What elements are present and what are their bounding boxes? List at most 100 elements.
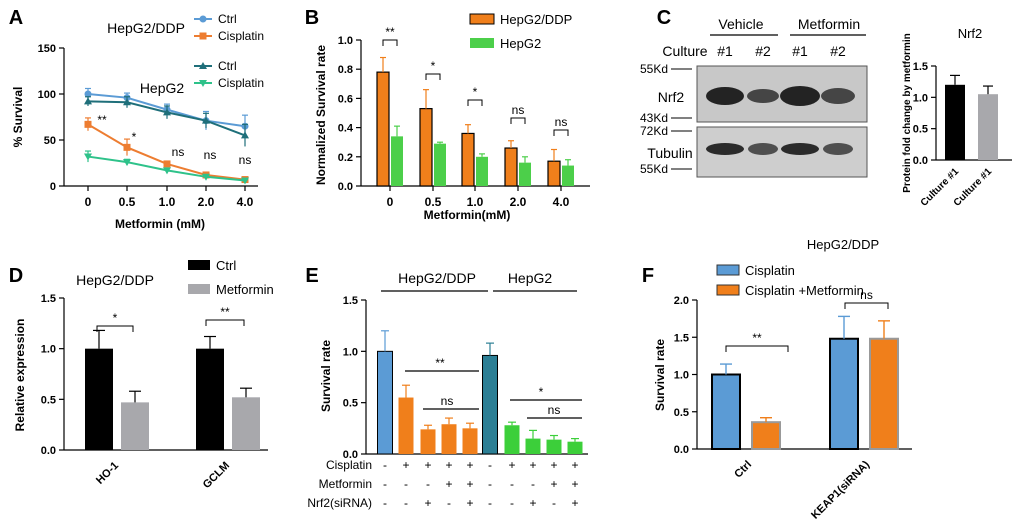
panel-b-bar	[504, 147, 518, 187]
panel-c-metformin-header: Metformin	[798, 16, 860, 32]
panel-a-point	[123, 159, 131, 167]
panel-a-point	[84, 120, 92, 128]
panel-b-y-tick-label: 0.4	[338, 123, 354, 135]
panel-d-legend-swatch	[188, 260, 210, 270]
panel-a-y-axis-title: % Survival	[11, 87, 25, 148]
panel-b-significance-label: **	[385, 25, 395, 39]
panel-a-point	[84, 90, 92, 98]
panel-c-title: Nrf2	[958, 26, 983, 41]
panel-c-vehicle-header: Vehicle	[718, 16, 763, 32]
panel-f-y-axis-title: Survival rate	[653, 339, 667, 411]
panel-f-legend-swatch	[716, 264, 740, 276]
panel-f-significance-label: ns	[860, 288, 873, 302]
panel-e-row-mark: -	[383, 477, 387, 491]
panel-e-row-mark: +	[466, 458, 473, 472]
panel-c-nrf2-band	[780, 86, 820, 106]
panel-d-y-tick-label: 1.0	[41, 344, 56, 356]
panel-b-legend-swatch	[469, 13, 495, 25]
panel-a-x-tick-label: 0.5	[119, 195, 136, 209]
panel-e-row-label: Metformin	[319, 477, 372, 491]
panel-e-row-label: Cisplatin	[326, 458, 372, 472]
panel-f-bar	[869, 337, 899, 450]
panel-a-x-tick-label: 4.0	[237, 195, 254, 209]
panel-b-y-axis-title: Normalized Survival rate	[314, 45, 328, 185]
panel-a-significance: ns	[239, 153, 252, 167]
panel-c-bar	[978, 94, 998, 160]
panel-e-significance-label: ns	[441, 394, 454, 408]
panel-d-significance-label: *	[113, 311, 118, 325]
panel-e-group-label: HepG2	[508, 270, 553, 286]
panel-c-tubulin-band	[706, 143, 744, 155]
panel-c-nrf2-band	[706, 87, 744, 105]
panel-f-y-tick-label: 1.5	[674, 332, 689, 344]
panel-b-y-tick-label: 1.0	[338, 35, 353, 47]
panel-b-y-tick-label: 0.2	[338, 152, 353, 164]
panel-b-significance-bracket	[553, 129, 569, 136]
panel-a-point	[163, 108, 171, 116]
panel-e-bar	[504, 425, 520, 454]
panel-f-significance-label: **	[752, 331, 762, 345]
panel-e-row-mark: +	[402, 458, 409, 472]
panel-d-significance-bracket	[205, 319, 245, 326]
panel-d-significance-label: **	[220, 305, 230, 319]
panel-c-y-tick-label: 1.5	[913, 61, 928, 73]
panel-f-legend-label: Cisplatin +Metformin	[745, 283, 864, 298]
panel-c-size-marker: 72Kd	[640, 124, 668, 138]
panel-e-bar	[441, 424, 457, 454]
panel-c-tubulin-band	[781, 143, 819, 155]
panel-a-point	[163, 160, 171, 168]
panel-f-legend-label: Cisplatin	[745, 263, 795, 278]
panel-d-bar	[121, 402, 149, 450]
panel-e-row-mark: +	[529, 496, 536, 510]
panel-b-legend-label: HepG2	[500, 36, 541, 51]
panel-d-y-tick-label: 1.5	[41, 293, 56, 305]
panel-c-tubulin-band	[823, 143, 853, 155]
panel-e-row-mark: -	[510, 477, 514, 491]
panel-e-row-mark: -	[488, 458, 492, 472]
panel-d-bar	[85, 348, 113, 450]
panel-a-point	[163, 167, 171, 175]
panel-e-row-mark: -	[447, 496, 451, 510]
panel-d-title: HepG2/DDP	[76, 272, 154, 288]
panel-b-significance-bracket	[467, 99, 483, 106]
panel-c-y-axis-title: Protein fold change by metformin	[902, 33, 913, 192]
panel-a-point	[241, 177, 249, 185]
panel-e-significance-label: *	[539, 385, 544, 399]
panel-b-x-axis-title: Metformin(mM)	[424, 208, 511, 222]
panel-e-row-mark: +	[550, 458, 557, 472]
panel-e-row-mark: +	[571, 477, 578, 491]
panel-d-x-tick-label: GCLM	[201, 460, 232, 491]
panel-b-x-tick-label: 2.0	[510, 195, 527, 209]
panel-b-bar	[519, 162, 531, 186]
panel-e-row-mark: +	[571, 458, 578, 472]
panel-e-row-mark: +	[508, 458, 515, 472]
panel-a-y-tick-label: 100	[38, 89, 56, 101]
panel-c-y-tick-label: 0.5	[913, 124, 928, 136]
panel-c-nrf2-band	[821, 88, 855, 104]
panel-c-size-marker: 55Kd	[640, 62, 668, 76]
panel-c-y-tick-label: 1.0	[913, 92, 928, 104]
panel-b-significance-bracket	[425, 73, 441, 80]
panel-e-y-tick-label: 1.5	[343, 295, 358, 307]
panel-e-row-mark: -	[552, 496, 556, 510]
panel-c-y-tick-label: 0.0	[913, 155, 928, 167]
panel-e-row-mark: -	[383, 458, 387, 472]
panel-b-bar	[476, 156, 488, 186]
panel-a-significance: **	[97, 113, 107, 127]
panel-a-legend-label: Cisplatin	[218, 29, 264, 43]
panel-a-point	[84, 153, 92, 161]
panel-b-bar	[547, 160, 561, 187]
panel-a-legend-group-1: HepG2/DDP	[107, 20, 185, 36]
panel-a-y-tick-label: 50	[44, 135, 56, 147]
panel-b-bar	[562, 165, 574, 186]
panel-d-bar	[232, 397, 260, 450]
panel-f-x-tick-label: Ctrl	[732, 459, 754, 481]
panel-e-row-mark: +	[445, 477, 452, 491]
panel-b-significance-label: ns	[555, 115, 568, 129]
panel-b-bar	[419, 108, 433, 187]
panel-c-size-marker: 55Kd	[640, 162, 668, 176]
panel-c-size-marker: 43Kd	[640, 111, 668, 125]
panel-a-significance: *	[132, 130, 137, 144]
panel-e-bar	[482, 354, 498, 455]
